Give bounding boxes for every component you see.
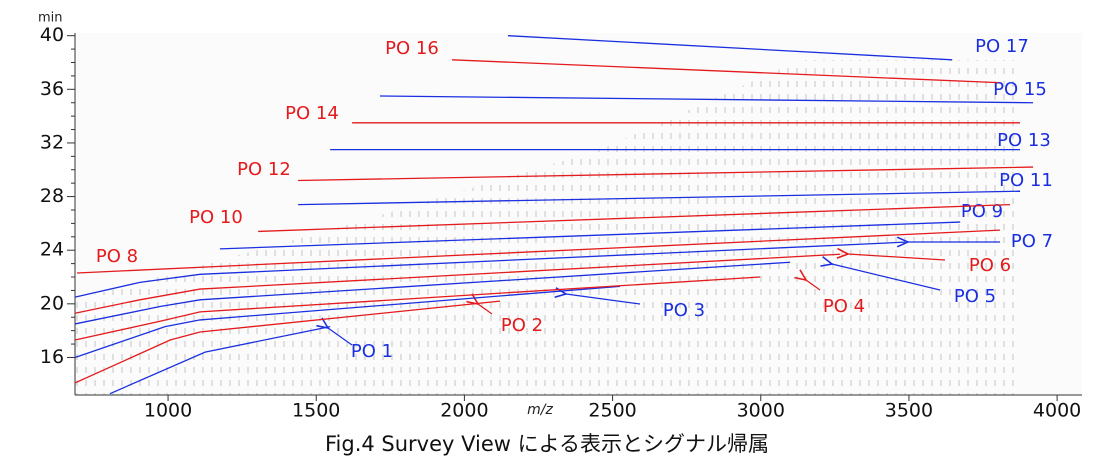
series-label: PO 17 (975, 36, 1029, 57)
series-label: PO 14 (285, 103, 339, 124)
series-label: PO 8 (96, 246, 138, 267)
series-label: PO 7 (1011, 231, 1053, 252)
series-label: PO 12 (237, 159, 291, 180)
series-label: PO 3 (663, 300, 705, 321)
series-label: PO 10 (189, 207, 243, 228)
x-tick-label: 2000 (440, 400, 488, 422)
caption: Fig.4 Survey View による表示とシグナル帰属 (325, 432, 769, 456)
series-label: PO 2 (501, 315, 543, 336)
y-tick-label: 24 (40, 239, 64, 261)
series-label: PO 15 (993, 79, 1047, 100)
series-label: PO 1 (351, 341, 393, 362)
series-label: PO 5 (954, 286, 996, 307)
x-axis-label: m/z (527, 402, 553, 418)
series-label: PO 11 (999, 170, 1053, 191)
series-label: PO 16 (385, 38, 439, 59)
series-label: PO 13 (997, 130, 1051, 151)
chart: min m/z Fig.4 Survey View による表示とシグナル帰属 1… (0, 0, 1094, 461)
x-tick-label: 1500 (292, 400, 340, 422)
y-tick-label: 40 (40, 24, 64, 46)
x-tick-label: 3000 (737, 400, 785, 422)
page: {"chart_data": { "type": "line", "captio… (0, 0, 1094, 461)
x-tick-label: 4000 (1033, 400, 1081, 422)
x-tick-label: 3500 (885, 400, 933, 422)
y-tick-label: 32 (40, 131, 64, 153)
y-tick-label: 20 (40, 292, 64, 314)
x-tick-label: 1000 (144, 400, 192, 422)
y-tick-label: 28 (40, 185, 64, 207)
series-label: PO 4 (823, 296, 865, 317)
x-tick-label: 2500 (588, 400, 636, 422)
y-tick-label: 36 (40, 78, 64, 100)
series-label: PO 9 (961, 201, 1003, 222)
y-tick-label: 16 (40, 346, 64, 368)
series-label: PO 6 (969, 255, 1011, 276)
